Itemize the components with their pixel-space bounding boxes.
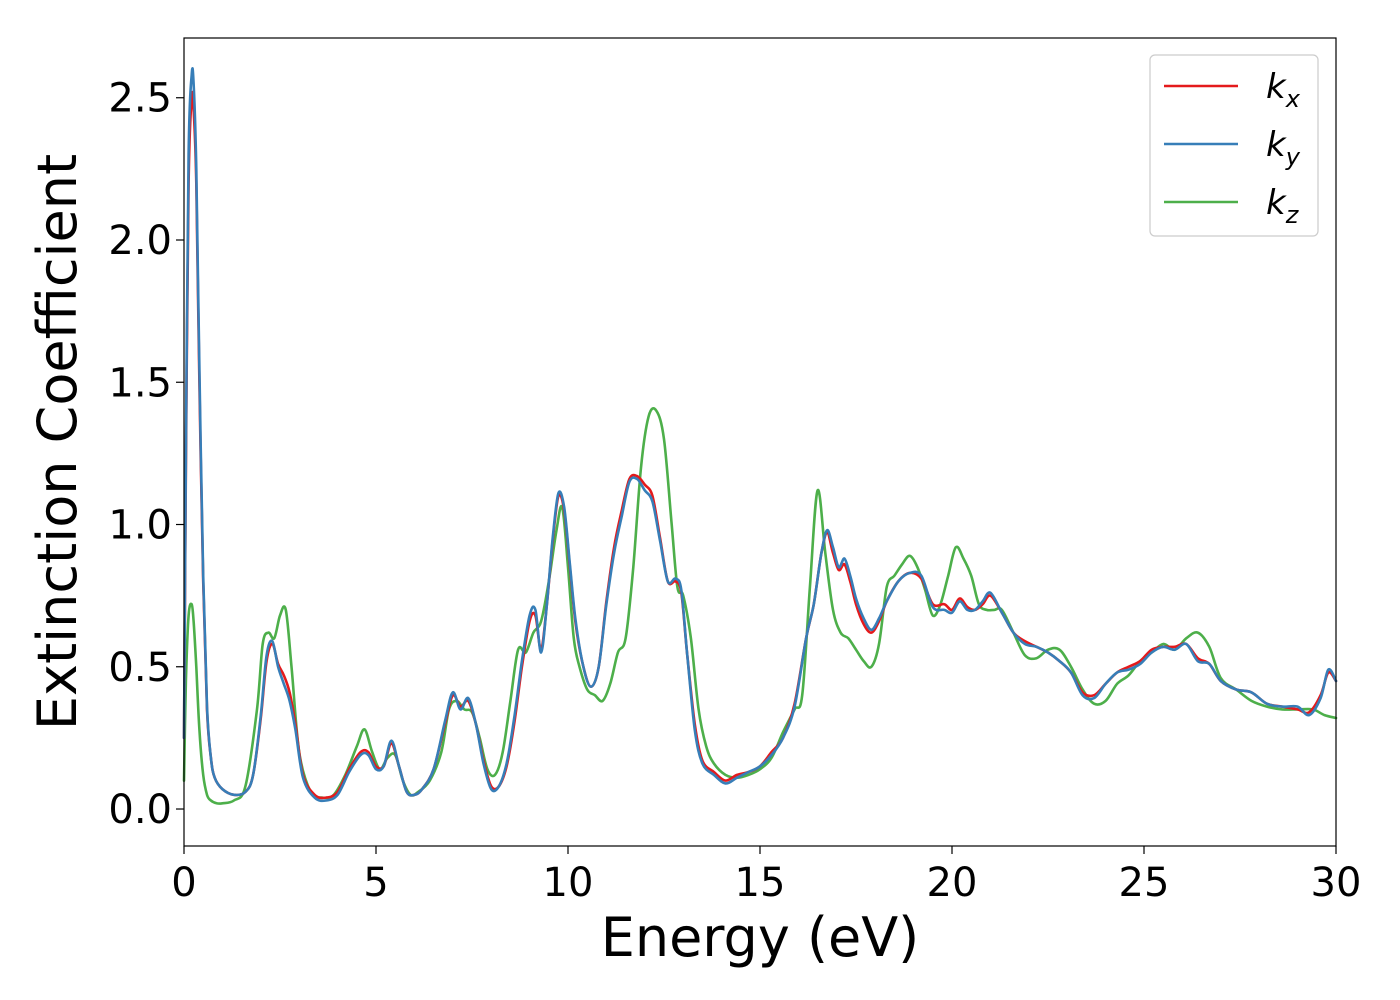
series-layer [182, 67, 1338, 805]
legend: kx ky kz [1149, 54, 1319, 237]
x-tick-label: 25 [1119, 860, 1170, 906]
y-tick-label: 1.0 [108, 503, 172, 549]
series-line-y [182, 67, 1338, 803]
y-tick-label: 0.0 [108, 787, 172, 833]
y-tick-label: 2.5 [108, 76, 172, 122]
x-tick-label: 30 [1311, 860, 1362, 906]
legend-box [1149, 54, 1319, 237]
y-tick-label: 0.5 [108, 645, 172, 691]
x-tick-label: 0 [171, 860, 196, 906]
x-axis-title: Energy (eV) [601, 906, 920, 969]
legend-label-y: ky [1266, 125, 1301, 171]
x-tick-label: 5 [363, 860, 388, 906]
legend-label-z: kz [1266, 183, 1300, 229]
legend-label-x: kx [1266, 67, 1301, 113]
x-tick-label: 10 [543, 860, 594, 906]
y-axis: 0.0 0.5 1.0 1.5 2.0 2.5 [108, 76, 184, 833]
y-tick-label: 1.5 [108, 360, 172, 406]
plot-background [184, 38, 1336, 846]
y-axis-title: Extinction Coefficient [26, 154, 89, 730]
y-tick-label: 2.0 [108, 218, 172, 264]
x-tick-label: 20 [927, 860, 978, 906]
x-tick-label: 15 [735, 860, 786, 906]
x-axis: 0 5 10 15 20 25 30 [171, 846, 1361, 906]
